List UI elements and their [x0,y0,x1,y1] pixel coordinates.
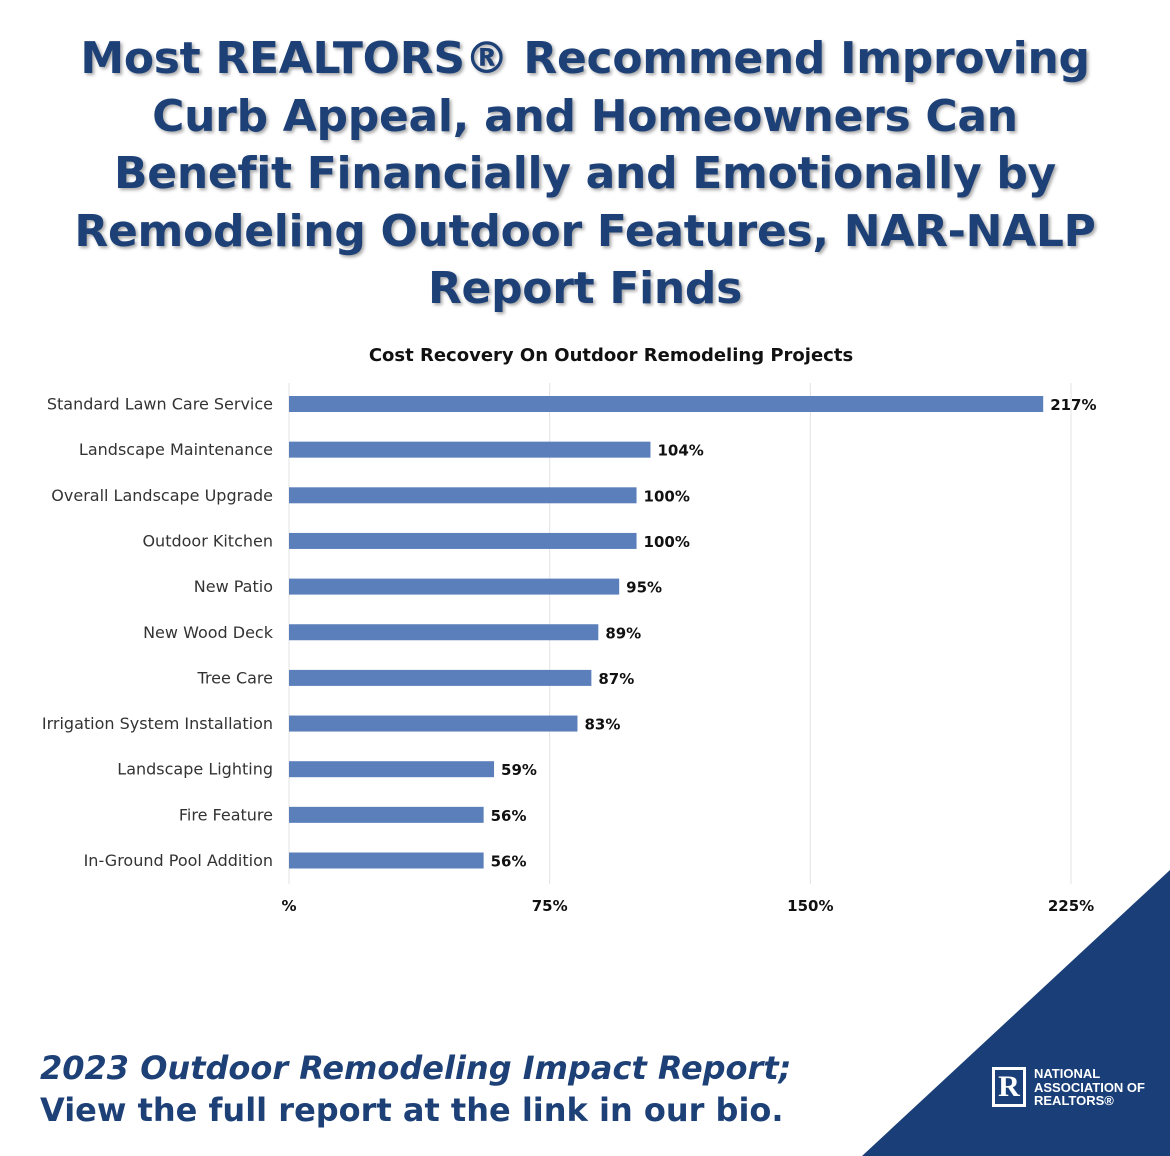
bar [289,715,578,732]
nar-logo: R NATIONAL ASSOCIATION OF REALTORS® [992,1067,1145,1108]
category-label: Fire Feature [179,805,273,824]
logo-line: NATIONAL [1034,1066,1101,1081]
realtor-r-icon: R [992,1067,1026,1108]
bar [289,806,484,823]
category-labels: Standard Lawn Care Service Landscape Main… [42,395,274,871]
value-labels: 217% 104% 100% 100% 95% 89% 87% 83% 59% 56% 56% [491,396,1097,871]
x-tick-label: 150% [787,897,833,915]
x-tick-labels: % 75% 150% 225% [281,897,1094,915]
page-headline: Most REALTORS® Recommend Improving Curb … [20,30,1150,318]
logo-wordmark: NATIONAL ASSOCIATION OF REALTORS® [1034,1067,1145,1108]
bar [289,396,1044,412]
bar [289,487,637,504]
headline-line: Remodeling Outdoor Features, NAR-NALP [74,205,1096,257]
logo-line: REALTORS® [1034,1093,1114,1108]
data-label: 100% [644,533,690,551]
headline-line: Most REALTORS® Recommend Improving [80,33,1090,84]
x-tick-label: 75% [532,897,568,915]
data-label: 56% [491,853,527,871]
category-label: Outdoor Kitchen [142,531,273,550]
data-label: 89% [605,624,641,642]
bar [289,441,651,458]
category-label: Tree Care [197,668,273,687]
category-label: Landscape Lighting [117,760,273,779]
bar [289,669,592,686]
bar [289,578,620,595]
data-label: 83% [584,716,620,734]
footer-report-name: 2023 Outdoor Remodeling Impact Report; [40,1049,792,1087]
bar [289,532,637,549]
category-label: Overall Landscape Upgrade [51,486,273,505]
headline-line: Benefit Financially and Emotionally by [114,148,1056,199]
cost-recovery-bar-chart: Cost Recovery On Outdoor Remodeling Proj… [42,345,1097,915]
footer-caption: 2023 Outdoor Remodeling Impact Report; V… [40,1047,791,1131]
footer-call-to-action: View the full report at the link in our … [40,1091,784,1129]
headline-line: Curb Appeal, and Homeowners Can [152,90,1018,142]
data-label: 100% [644,487,690,505]
data-label: 217% [1050,396,1096,414]
data-label: 104% [657,442,703,460]
data-label: 59% [501,761,537,779]
headline-line: Report Finds [427,263,743,314]
x-tick-label: % [281,897,296,915]
category-label: New Wood Deck [143,623,274,642]
chart-title: Cost Recovery On Outdoor Remodeling Proj… [369,345,853,366]
category-label: New Patio [194,577,273,596]
data-label: 87% [598,670,634,688]
bar [289,761,495,778]
data-label: 95% [626,579,662,597]
category-label: In-Ground Pool Addition [84,851,273,870]
data-label: 56% [491,807,527,825]
logo-line: ASSOCIATION OF [1034,1079,1145,1095]
bars [289,396,1044,869]
category-label: Landscape Maintenance [79,440,273,459]
category-label: Standard Lawn Care Service [47,395,273,414]
bar [289,624,599,641]
category-label: Irrigation System Installation [42,714,273,733]
x-tick-label: 225% [1048,897,1094,915]
bar [289,852,484,869]
